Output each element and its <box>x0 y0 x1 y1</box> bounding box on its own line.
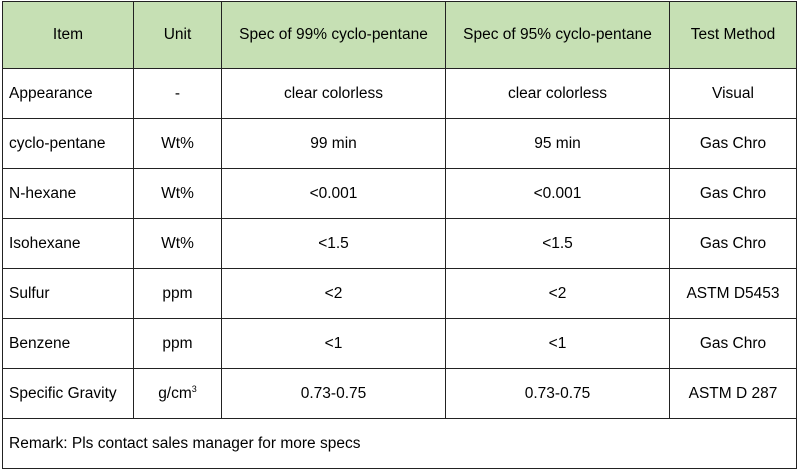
cell-item: Benzene <box>2 318 134 369</box>
table-row: Specific Gravity g/cm3 0.73-0.75 0.73-0.… <box>2 368 797 419</box>
header-spec-95: Spec of 95% cyclo-pentane <box>445 1 670 69</box>
table-row: cyclo-pentane Wt% 99 min 95 min Gas Chro <box>2 118 797 169</box>
cell-spec-95: <0.001 <box>445 168 670 219</box>
cell-item: cyclo-pentane <box>2 118 134 169</box>
unit-text: g/cm <box>158 384 192 402</box>
cell-spec-95: clear colorless <box>445 68 670 119</box>
header-unit: Unit <box>133 1 222 69</box>
table-row: Appearance - clear colorless clear color… <box>2 68 797 119</box>
cell-unit: ppm <box>133 268 222 319</box>
cell-item: Isohexane <box>2 218 134 269</box>
cell-unit: Wt% <box>133 218 222 269</box>
table-header-row: Item Unit Spec of 99% cyclo-pentane Spec… <box>2 1 797 69</box>
cell-test-method: Gas Chro <box>669 318 797 369</box>
table-row: Isohexane Wt% <1.5 <1.5 Gas Chro <box>2 218 797 269</box>
remark-row: Remark: Pls contact sales manager for mo… <box>2 418 797 469</box>
header-test-method: Test Method <box>669 1 797 69</box>
cell-test-method: ASTM D5453 <box>669 268 797 319</box>
cell-unit: g/cm3 <box>133 368 222 419</box>
cell-item: Sulfur <box>2 268 134 319</box>
cell-spec-95: <2 <box>445 268 670 319</box>
cell-spec-99: <2 <box>221 268 446 319</box>
cell-item: Appearance <box>2 68 134 119</box>
cell-spec-95: 0.73-0.75 <box>445 368 670 419</box>
cell-item: Specific Gravity <box>2 368 134 419</box>
cell-spec-95: <1 <box>445 318 670 369</box>
header-item: Item <box>2 1 134 69</box>
cell-test-method: Gas Chro <box>669 168 797 219</box>
cell-spec-99: 99 min <box>221 118 446 169</box>
table-row: Benzene ppm <1 <1 Gas Chro <box>2 318 797 369</box>
cell-test-method: Gas Chro <box>669 118 797 169</box>
cell-spec-95: 95 min <box>445 118 670 169</box>
cell-spec-99: 0.73-0.75 <box>221 368 446 419</box>
cell-spec-95: <1.5 <box>445 218 670 269</box>
cell-item: N-hexane <box>2 168 134 219</box>
table-row: Sulfur ppm <2 <2 ASTM D5453 <box>2 268 797 319</box>
cell-unit: Wt% <box>133 168 222 219</box>
cell-test-method: ASTM D 287 <box>669 368 797 419</box>
cell-unit: - <box>133 68 222 119</box>
cell-spec-99: clear colorless <box>221 68 446 119</box>
cell-test-method: Gas Chro <box>669 218 797 269</box>
cell-spec-99: <1 <box>221 318 446 369</box>
cell-spec-99: <1.5 <box>221 218 446 269</box>
remark-text: Remark: Pls contact sales manager for mo… <box>2 418 797 469</box>
unit-superscript: 3 <box>191 383 197 394</box>
cell-test-method: Visual <box>669 68 797 119</box>
header-spec-99: Spec of 99% cyclo-pentane <box>221 1 446 69</box>
cell-unit: ppm <box>133 318 222 369</box>
cell-spec-99: <0.001 <box>221 168 446 219</box>
table-row: N-hexane Wt% <0.001 <0.001 Gas Chro <box>2 168 797 219</box>
cell-unit: Wt% <box>133 118 222 169</box>
